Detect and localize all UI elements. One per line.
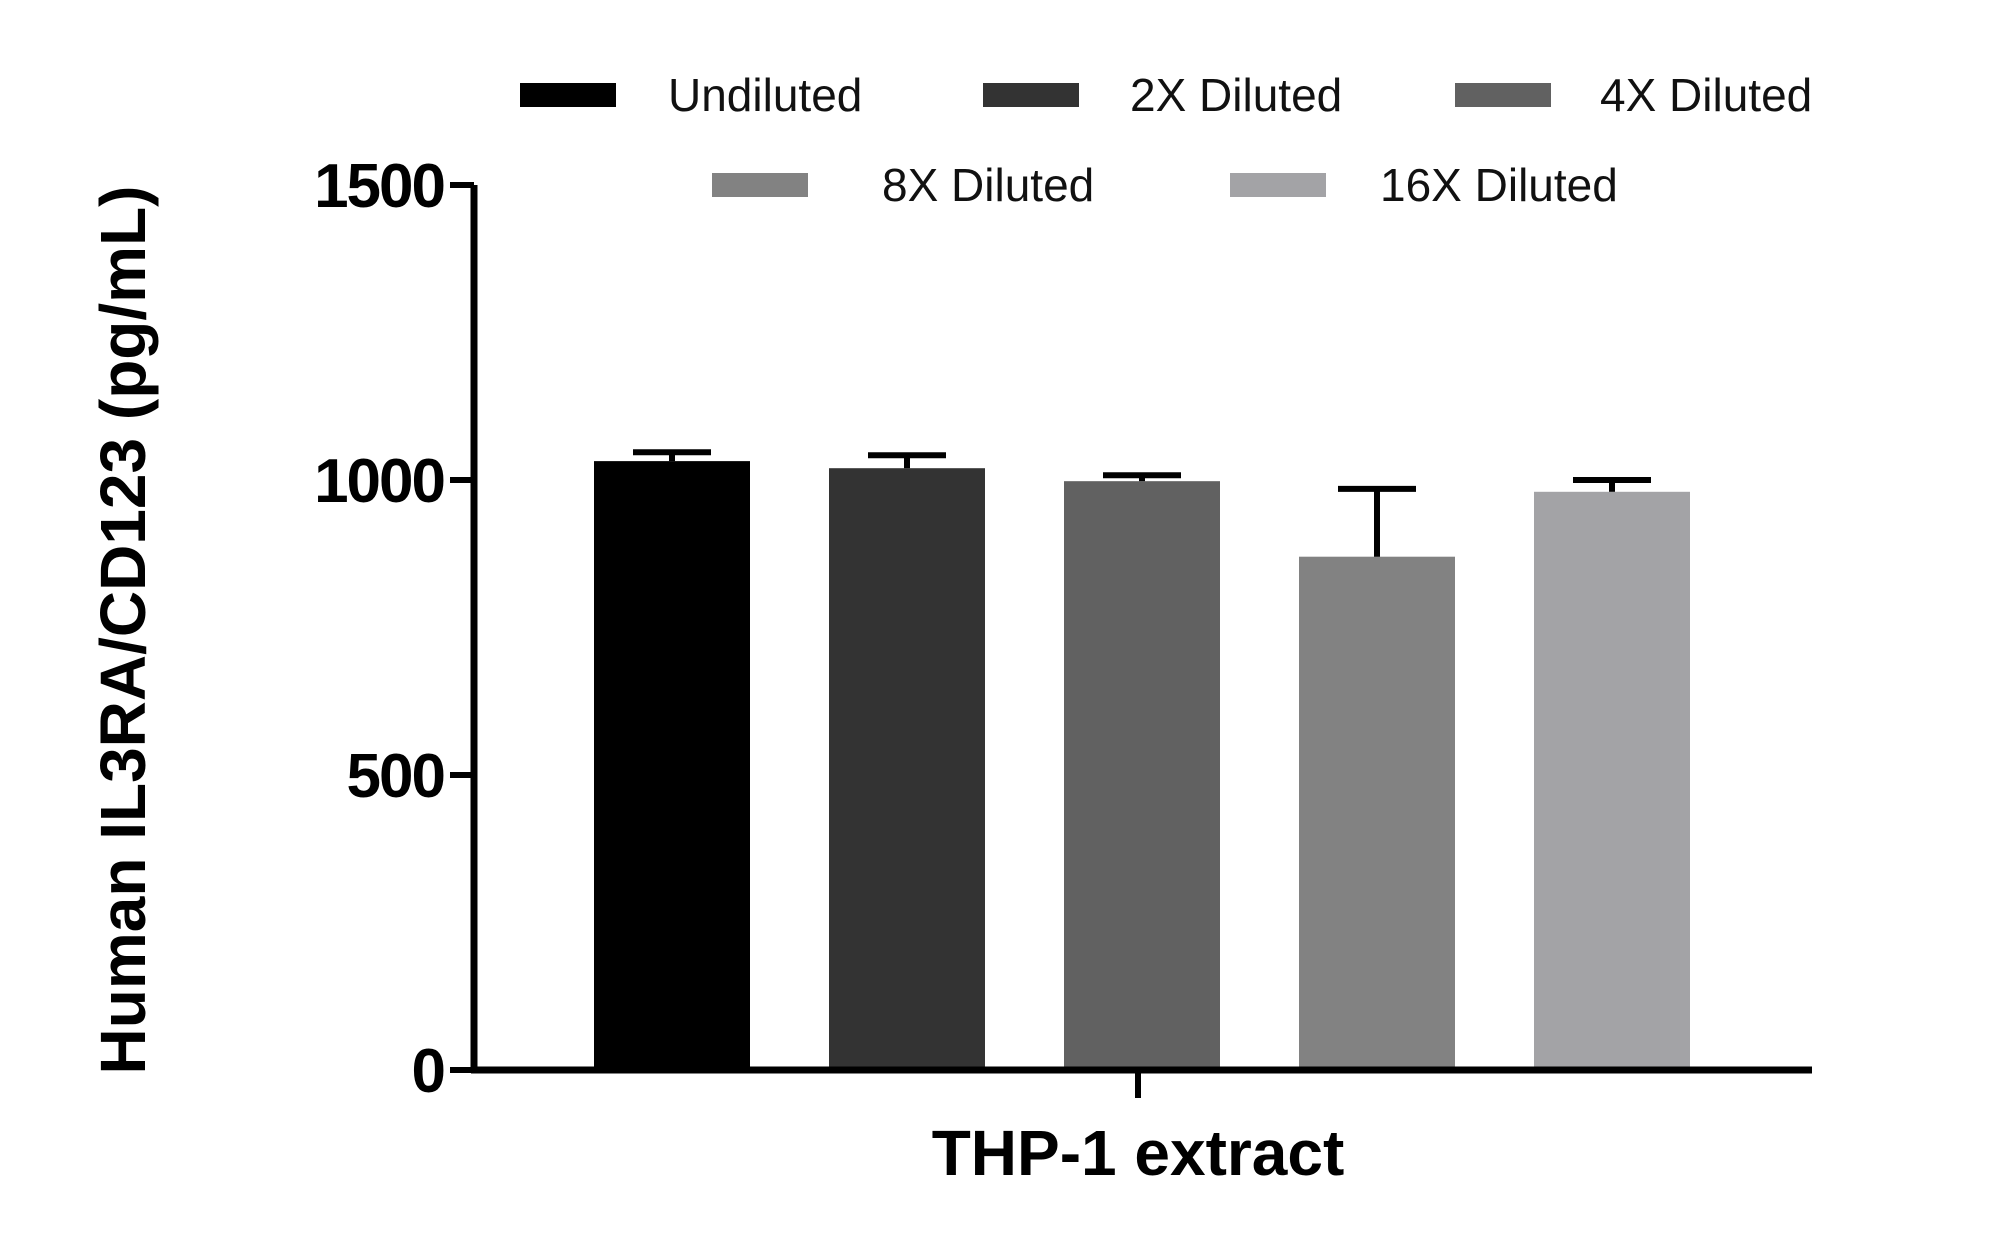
bars	[594, 461, 1690, 1070]
legend-label: 2X Diluted	[1130, 69, 1342, 121]
bar	[1534, 491, 1690, 1070]
axes	[470, 185, 1812, 1098]
legend-label: 8X Diluted	[882, 159, 1094, 211]
legend-swatch	[983, 83, 1079, 107]
legend: Undiluted 2X Diluted 4X Diluted 8X Diluted 1…	[520, 69, 1812, 211]
legend-swatch	[1230, 173, 1326, 197]
y-tick-label: 1000	[314, 447, 444, 516]
y-ticks: 0 500 1000 1500	[314, 152, 474, 1106]
y-tick-label: 0	[412, 1037, 444, 1106]
bar	[594, 461, 750, 1070]
legend-label: 4X Diluted	[1600, 69, 1812, 121]
bar	[1064, 481, 1220, 1070]
error-bars	[633, 449, 1651, 557]
x-axis-label: THP-1 extract	[932, 1117, 1345, 1189]
y-tick-label: 1500	[314, 152, 444, 221]
y-tick-label: 500	[347, 742, 444, 811]
legend-swatch	[520, 83, 616, 107]
bar	[829, 468, 985, 1070]
legend-swatch	[712, 173, 808, 197]
legend-swatch	[1455, 83, 1551, 107]
bar	[1299, 556, 1455, 1070]
legend-label: Undiluted	[668, 69, 862, 121]
y-axis-label: Human IL3RA/CD123 (pg/mL)	[87, 186, 159, 1075]
legend-label: 16X Diluted	[1380, 159, 1618, 211]
